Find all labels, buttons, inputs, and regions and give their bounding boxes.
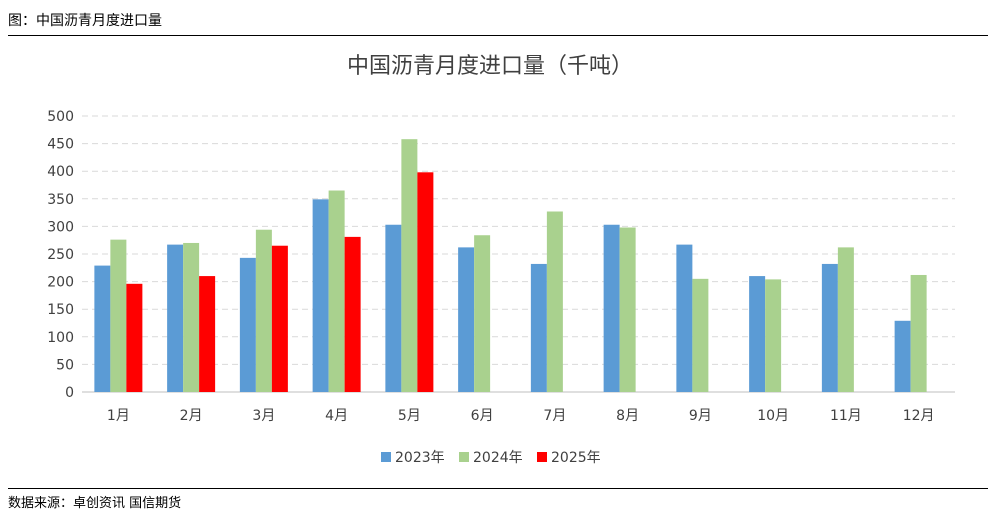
x-tick-label: 7月 — [543, 408, 566, 424]
bar-2024年-4月 — [328, 190, 345, 392]
legend-swatch-2025年 — [537, 452, 547, 462]
bar-2025年-5月 — [417, 172, 434, 392]
bar-2023年-8月 — [603, 224, 620, 392]
y-tick-label: 100 — [47, 330, 74, 346]
x-tick-label: 8月 — [616, 408, 639, 424]
bar-2023年-4月 — [312, 199, 329, 392]
gridlines — [82, 115, 955, 393]
legend-label: 2024年 — [473, 450, 523, 466]
y-tick-label: 350 — [47, 192, 74, 208]
bar-chart: 中国沥青月度进口量（千吨） 0 50 100 150 200 250 300 350 400 45… — [47, 54, 955, 466]
x-tick-label: 5月 — [398, 408, 421, 424]
bars — [94, 139, 927, 392]
bar-2024年-5月 — [401, 139, 418, 392]
bar-2025年-1月 — [126, 283, 143, 392]
x-tick-label: 6月 — [471, 408, 494, 424]
bar-2023年-5月 — [385, 224, 402, 392]
bar-2023年-2月 — [167, 244, 184, 392]
source-note: 数据来源：卓创资讯 国信期货 — [8, 496, 182, 511]
bar-2025年-4月 — [344, 236, 361, 392]
y-tick-label: 400 — [47, 164, 74, 180]
y-axis-ticks: 0 50 100 150 200 250 300 350 400 450 500 — [47, 109, 74, 401]
bar-2023年-9月 — [676, 244, 693, 392]
bar-2024年-10月 — [765, 279, 782, 392]
y-tick-label: 150 — [47, 302, 74, 318]
y-tick-label: 0 — [65, 385, 74, 401]
bar-2024年-1月 — [110, 239, 127, 392]
y-tick-label: 300 — [47, 219, 74, 235]
bottom-rule — [8, 488, 988, 489]
figure-caption: 图：中国沥青月度进口量 — [8, 13, 162, 29]
legend-label: 2023年 — [395, 450, 445, 466]
bar-2024年-3月 — [255, 229, 272, 392]
x-tick-label: 3月 — [252, 408, 275, 424]
legend-swatch-2024年 — [459, 452, 469, 462]
y-tick-label: 500 — [47, 109, 74, 125]
x-tick-label: 2月 — [180, 408, 203, 424]
bar-2023年-6月 — [458, 247, 475, 392]
x-tick-label: 11月 — [830, 408, 862, 424]
chart-title: 中国沥青月度进口量（千吨） — [347, 54, 633, 79]
bar-2024年-7月 — [546, 211, 563, 392]
x-tick-label: 12月 — [903, 408, 935, 424]
bar-2023年-11月 — [821, 263, 838, 392]
bar-2023年-7月 — [530, 263, 547, 392]
x-tick-label: 10月 — [757, 408, 789, 424]
bar-2024年-6月 — [474, 235, 491, 392]
bar-2024年-8月 — [619, 227, 636, 392]
y-tick-label: 250 — [47, 247, 74, 263]
x-tick-label: 1月 — [107, 408, 130, 424]
legend-label: 2025年 — [551, 450, 601, 466]
bar-2024年-11月 — [837, 247, 854, 392]
bar-2023年-3月 — [239, 257, 256, 392]
legend: 2023年 2024年 2025年 — [381, 450, 601, 466]
x-tick-label: 4月 — [325, 408, 348, 424]
x-tick-label: 9月 — [689, 408, 712, 424]
bar-2024年-2月 — [183, 242, 200, 392]
legend-swatch-2023年 — [381, 452, 391, 462]
x-axis-ticks: 1月 2月 3月 4月 5月 6月 7月 8月 9月 10月 11月 12月 — [107, 408, 935, 424]
y-tick-label: 450 — [47, 137, 74, 153]
bar-2023年-1月 — [94, 265, 111, 392]
bar-2024年-12月 — [910, 274, 927, 392]
y-tick-label: 200 — [47, 275, 74, 291]
top-rule — [8, 35, 988, 36]
bar-2025年-3月 — [271, 245, 288, 392]
y-tick-label: 50 — [56, 357, 74, 373]
bar-2023年-10月 — [749, 276, 766, 392]
bar-2023年-12月 — [894, 320, 911, 392]
bar-2024年-9月 — [692, 278, 709, 392]
bar-2025年-2月 — [199, 276, 216, 392]
